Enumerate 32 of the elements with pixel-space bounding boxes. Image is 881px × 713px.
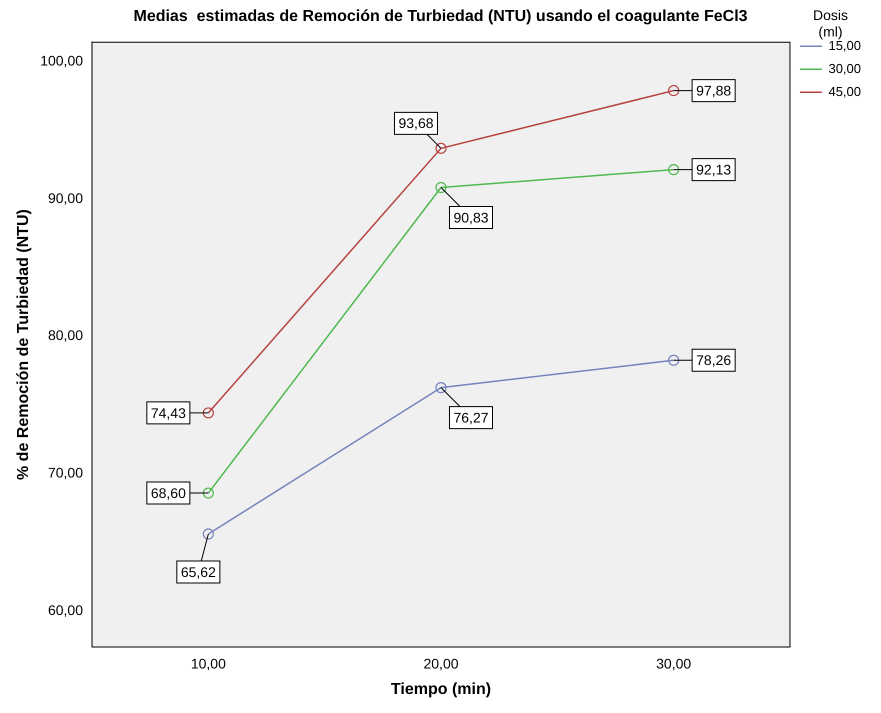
point bbox=[668, 164, 680, 176]
y-tick-label: 100,00 bbox=[40, 52, 84, 68]
x-axis-title: Tiempo (min) bbox=[390, 680, 492, 698]
data-label: 78,26 bbox=[696, 352, 732, 368]
y-tick-label: 70,00 bbox=[48, 464, 84, 481]
data-label: 65,62 bbox=[180, 564, 216, 580]
point bbox=[435, 182, 447, 194]
y-tick-label: 80,00 bbox=[48, 327, 84, 344]
chart-title: Medias estimadas de Remoción de Turbiedad (NTU) usando el coagulante FeCl3 bbox=[133, 8, 748, 26]
data-label: 97,88 bbox=[696, 82, 732, 98]
data-label: 76,27 bbox=[453, 409, 489, 426]
point bbox=[202, 487, 214, 499]
point bbox=[668, 354, 680, 366]
y-axis-title: % de Remoción de Turbiedad (NTU) bbox=[15, 209, 32, 480]
legend-label: 45,00 bbox=[828, 84, 862, 99]
data-label: 90,83 bbox=[453, 209, 489, 226]
point bbox=[202, 528, 214, 540]
y-tick-label: 90,00 bbox=[48, 190, 84, 206]
point bbox=[668, 84, 680, 96]
point bbox=[435, 382, 447, 394]
legend-label: 30,00 bbox=[828, 60, 862, 76]
point bbox=[202, 407, 214, 419]
x-tick-label: 10,00 bbox=[190, 655, 226, 672]
point bbox=[435, 142, 447, 154]
x-tick-label: 30,00 bbox=[656, 655, 692, 672]
data-label: 92,13 bbox=[696, 161, 732, 178]
data-label: 93,68 bbox=[398, 115, 434, 132]
data-label: 74,43 bbox=[150, 404, 186, 421]
data-label: 68,60 bbox=[150, 484, 186, 501]
y-tick-label: 60,00 bbox=[48, 602, 84, 618]
legend-title: Dosis (ml) bbox=[812, 6, 848, 40]
x-tick-label: 20,00 bbox=[423, 655, 459, 672]
